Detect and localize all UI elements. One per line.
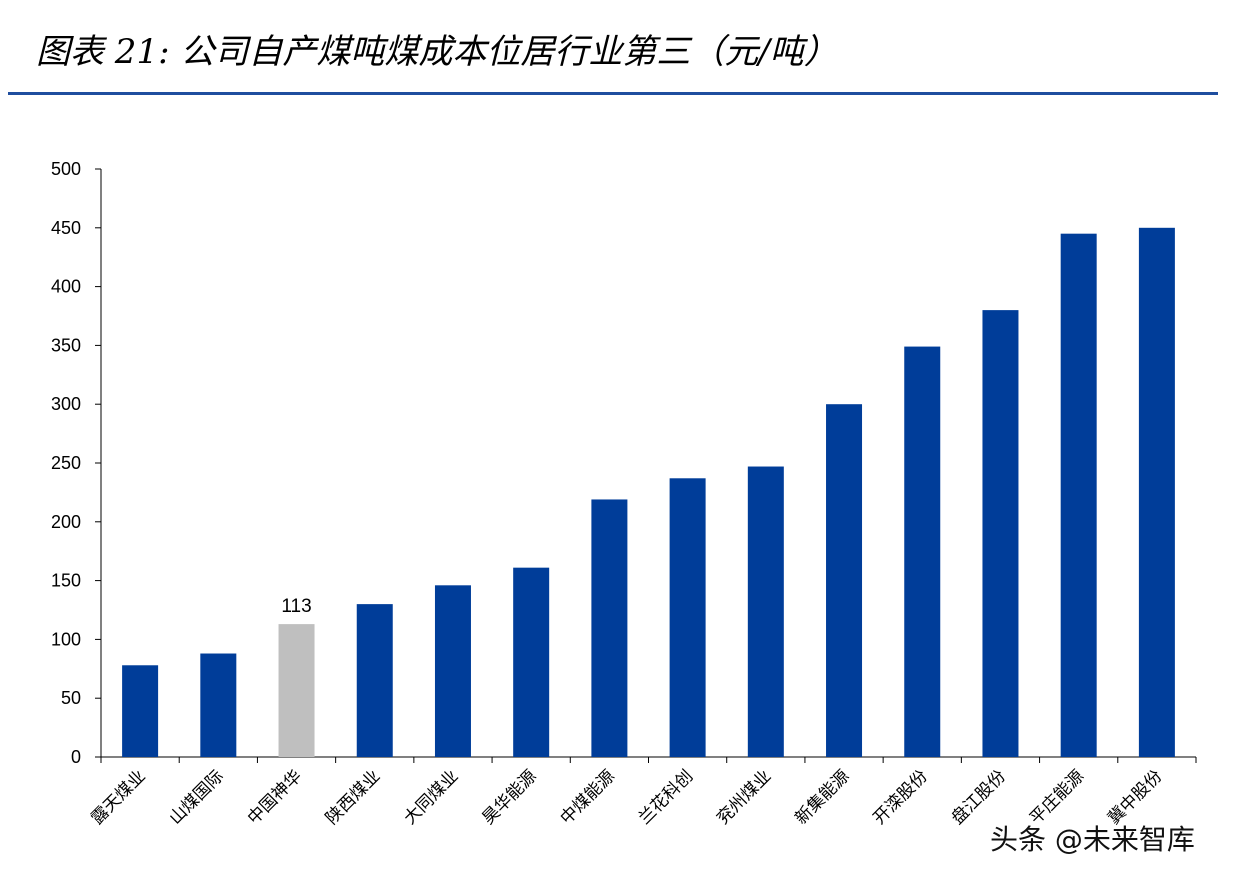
bar-11 — [904, 346, 941, 757]
category-label: 露天煤业 — [87, 766, 149, 828]
bar-5 — [434, 585, 471, 757]
category-label: 兖州煤业 — [713, 766, 775, 828]
category-label: 山煤国际 — [166, 766, 228, 828]
category-label: 中国神华 — [244, 766, 306, 828]
y-tick-label: 500 — [51, 159, 81, 179]
bar-7 — [591, 499, 628, 757]
y-tick-label: 300 — [51, 394, 81, 414]
category-label: 新集能源 — [791, 766, 853, 828]
category-label: 大同煤业 — [400, 766, 462, 828]
y-tick-label: 150 — [51, 571, 81, 591]
bar-6 — [513, 567, 550, 757]
bar-2 — [200, 653, 237, 757]
y-tick-label: 0 — [71, 747, 81, 767]
y-tick-label: 400 — [51, 277, 81, 297]
y-tick-label: 200 — [51, 512, 81, 532]
y-tick-label: 50 — [61, 688, 81, 708]
bar-10 — [826, 404, 863, 757]
bar-12 — [982, 310, 1019, 757]
title-rule — [8, 92, 1218, 95]
bar-8 — [669, 478, 706, 757]
bar-9 — [747, 466, 784, 757]
bar-13 — [1060, 233, 1097, 757]
bars — [122, 227, 1175, 758]
category-label: 兰花科创 — [635, 766, 697, 828]
bar-14 — [1138, 227, 1175, 758]
chart-title: 图表 21: 公司自产煤吨煤成本位居行业第三（元/吨） — [36, 32, 838, 72]
y-tick-label: 100 — [51, 629, 81, 649]
y-tick-label: 250 — [51, 453, 81, 473]
bar-1 — [122, 665, 159, 757]
category-label: 中煤能源 — [557, 766, 619, 828]
y-tick-label: 450 — [51, 218, 81, 238]
data-label: 113 — [281, 596, 311, 617]
category-label: 陕西煤业 — [322, 766, 384, 828]
category-label: 开滦股份 — [870, 766, 932, 828]
bar-3 — [278, 624, 315, 757]
watermark: 头条 @未来智库 — [990, 823, 1195, 856]
category-label: 昊华能源 — [478, 766, 540, 828]
bar-4 — [356, 604, 393, 757]
y-tick-label: 350 — [51, 335, 81, 355]
